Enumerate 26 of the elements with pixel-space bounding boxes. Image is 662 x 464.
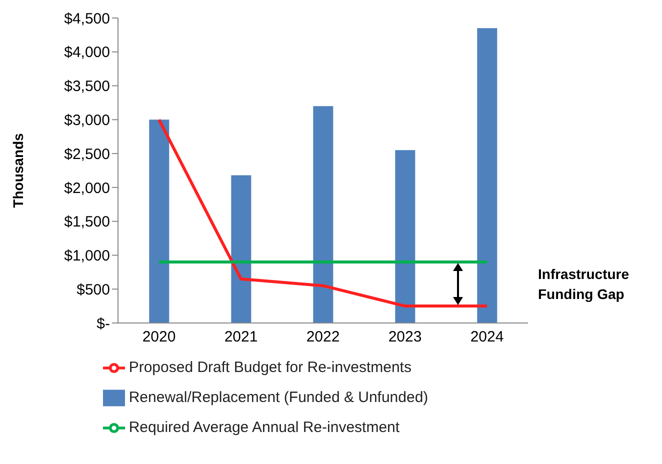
y-tick-label: $3,500 [64,78,110,96]
bar [395,150,416,323]
bar [477,28,498,323]
legend-label: Proposed Draft Budget for Re-investments [128,359,412,376]
legend-label: Renewal/Replacement (Funded & Unfunded) [128,389,428,406]
y-tick-label: $1,000 [64,248,110,265]
y-tick-label: $2,000 [64,180,110,197]
x-tick-label: 2023 [388,328,422,346]
line-series [158,118,488,308]
y-axis-title: Thousands [10,132,26,208]
bar [231,175,252,323]
legend-label: Required Average Annual Re-investment [128,419,400,436]
bar [313,106,334,323]
x-tick-label: 2020 [142,328,176,346]
y-tick-label: $1,500 [64,214,110,231]
x-tick-label: 2021 [224,328,258,346]
y-tick-label: $4,500 [64,10,110,28]
text: Infrastructure Funding Gap [538,265,630,304]
y-tick-label: $500 [76,281,110,298]
y-tick-label: $3,000 [64,112,110,129]
x-tick-label: 2022 [306,328,340,346]
x-tick-label: 2024 [470,328,504,346]
bar [149,120,170,323]
y-tick-label: $- [96,315,110,332]
y-tick-label: $4,000 [64,44,110,62]
y-tick-label: $2,500 [64,146,110,163]
